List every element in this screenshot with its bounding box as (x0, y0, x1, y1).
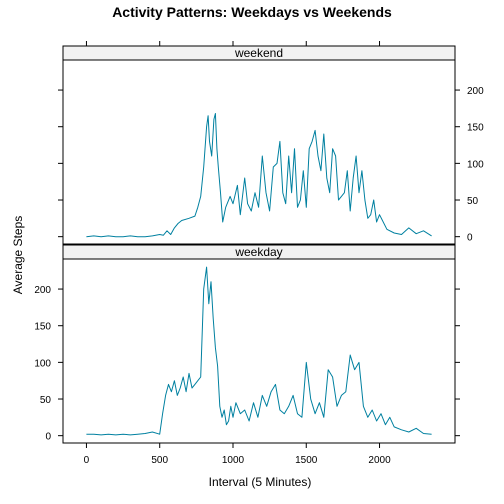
strip-weekend (62, 45, 456, 61)
panel-frame-weekend (62, 45, 456, 245)
y-tick-label-weekday-50: 50 (40, 395, 52, 406)
series-line-weekday (86, 266, 432, 436)
y-axis-label: Average Steps (11, 216, 25, 295)
chart-title: Activity Patterns: Weekdays vs Weekends (112, 4, 392, 20)
y-tick-label-weekday-200: 200 (34, 285, 51, 296)
y-tick-label-weekend-50: 50 (467, 196, 479, 207)
y-tick-label-weekend-200: 200 (467, 86, 484, 97)
strip-label-weekday: weekday (234, 245, 282, 259)
x-tick-label-0: 0 (84, 455, 90, 466)
y-tick-label-weekday-0: 0 (45, 432, 51, 443)
x-tick-label-1000: 1000 (222, 455, 245, 466)
strip-weekday (62, 244, 456, 260)
series-line-weekend (86, 113, 432, 238)
x-tick-label-500: 500 (151, 455, 168, 466)
y-tick-label-weekend-150: 150 (467, 123, 484, 134)
strip-label-weekend: weekend (234, 46, 283, 60)
x-tick-label-2000: 2000 (368, 455, 391, 466)
y-tick-label-weekday-100: 100 (34, 358, 51, 369)
y-tick-label-weekday-150: 150 (34, 322, 51, 333)
y-tick-label-weekend-100: 100 (467, 159, 484, 170)
x-tick-label-1500: 1500 (295, 455, 318, 466)
x-axis-label: Interval (5 Minutes) (209, 475, 312, 489)
y-tick-label-weekend-0: 0 (467, 233, 473, 244)
